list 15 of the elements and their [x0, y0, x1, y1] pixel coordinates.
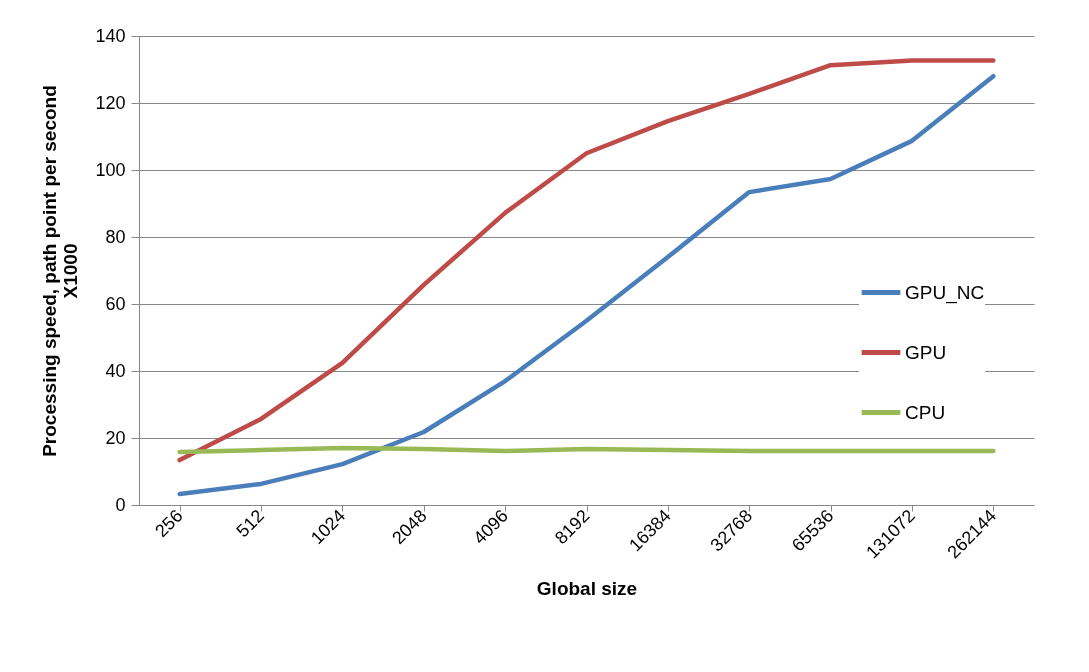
y-tick-label: 40: [105, 360, 126, 381]
y-axis-title: Processing speed, path point per second X1000: [39, 85, 82, 457]
y-tick-label: 0: [115, 494, 126, 515]
legend-label: CPU: [905, 401, 946, 423]
x-tick-label: 256: [151, 505, 187, 542]
y-tick-label: 60: [105, 293, 126, 314]
x-tick-label: 512: [232, 505, 268, 542]
legend-label: GPU: [905, 341, 947, 363]
y-tick-label: 120: [95, 92, 126, 113]
legend-label: GPU_NC: [905, 281, 985, 304]
y-tick-label: 20: [105, 427, 126, 448]
y-tick-label: 100: [95, 159, 126, 180]
x-axis-title: Global size: [536, 578, 638, 600]
y-tick-label: 80: [105, 226, 126, 247]
y-tick-label: 140: [95, 25, 126, 46]
